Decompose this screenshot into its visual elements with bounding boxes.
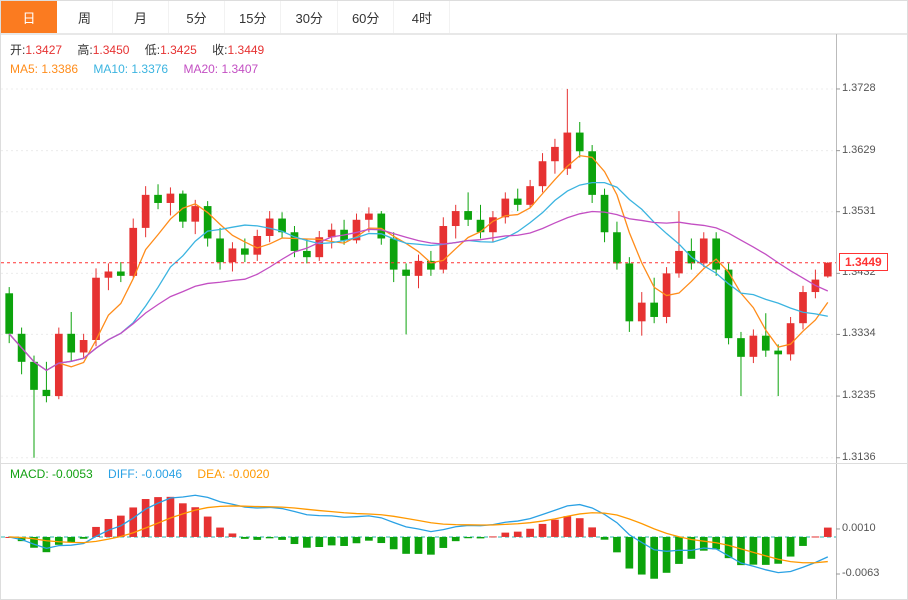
tab-5min[interactable]: 5分 — [169, 1, 225, 33]
low-value: 1.3425 — [160, 43, 197, 57]
tab-60min[interactable]: 60分 — [337, 1, 395, 33]
tab-month[interactable]: 月 — [113, 1, 169, 33]
diff-value: -0.0046 — [141, 467, 183, 481]
tab-30min[interactable]: 30分 — [281, 1, 338, 33]
tab-day[interactable]: 日 — [1, 1, 57, 33]
price-gridlines — [1, 88, 840, 459]
macd-info: MACD: -0.0053 DIFF: -0.0046 DEA: -0.0020 — [10, 467, 281, 481]
close-value: 1.3449 — [227, 43, 265, 57]
close-label: 收: — [212, 43, 228, 57]
ma-lines — [8, 154, 829, 372]
timeframe-tabbar: 日周月 5分 15分 30分 60分 4时 — [1, 1, 907, 34]
ma10-value: 1.3376 — [131, 62, 169, 76]
macd-value: -0.0053 — [52, 467, 93, 481]
ohlc-info: 开:1.3427 高:1.3450 低:1.3425 收:1.3449 — [10, 43, 276, 57]
macd-histogram — [5, 496, 832, 579]
tab-15min[interactable]: 15分 — [225, 1, 282, 33]
dea-label: DEA: — [197, 467, 229, 481]
high-value: 1.3450 — [92, 43, 130, 57]
tab-week[interactable]: 周 — [57, 1, 113, 33]
ma20-label: MA20: — [183, 62, 222, 76]
open-label: 开: — [10, 43, 26, 57]
tab-4hour[interactable]: 4时 — [394, 1, 451, 33]
ma5-value: 1.3386 — [41, 62, 79, 76]
ma5-label: MA5: — [10, 62, 42, 76]
diff-label: DIFF: — [108, 467, 142, 481]
macd-lines — [9, 494, 829, 574]
dea-value: -0.0020 — [228, 467, 270, 481]
ma10-label: MA10: — [93, 62, 132, 76]
open-value: 1.3427 — [25, 43, 63, 57]
current-price-tag: 1.3449 — [839, 252, 888, 271]
low-label: 低: — [144, 43, 161, 57]
macd-label: MACD: — [10, 467, 52, 481]
ma-info: MA5: 1.3386 MA10: 1.3376 MA20: 1.3407 — [10, 62, 270, 76]
ma20-value: 1.3407 — [221, 62, 259, 76]
high-label: 高: — [77, 43, 93, 57]
